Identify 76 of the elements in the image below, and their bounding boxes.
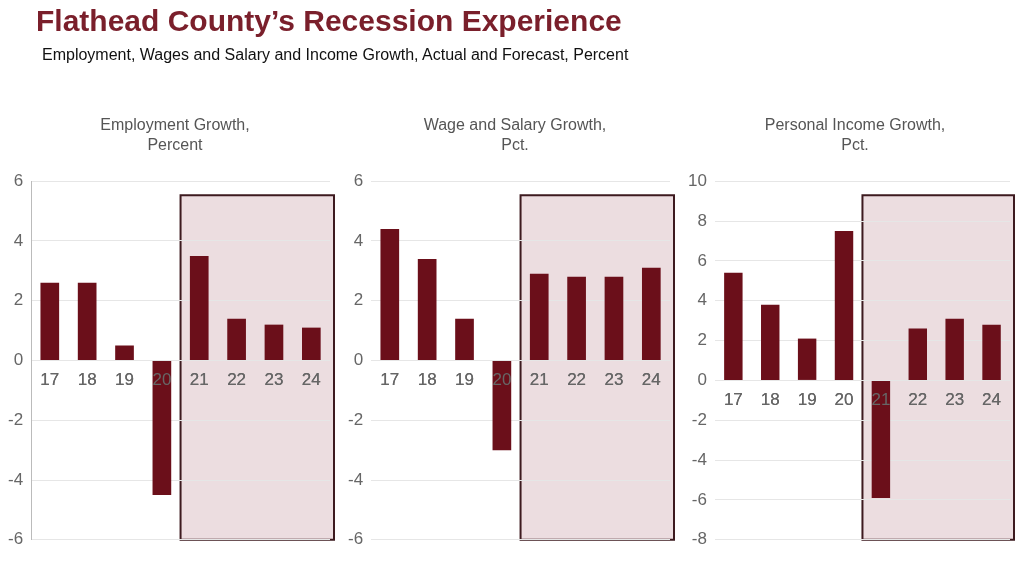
bar — [761, 304, 780, 380]
bar — [189, 255, 209, 360]
bar — [417, 258, 437, 360]
y-tick-label: 2 — [697, 330, 707, 350]
y-tick-label: 4 — [353, 230, 364, 250]
x-tick-label: 19 — [797, 390, 817, 410]
y-tick-label: 4 — [697, 290, 707, 310]
y-tick-label: -4 — [691, 449, 707, 469]
y-tick-label: -2 — [691, 409, 707, 429]
bar — [797, 338, 817, 380]
y-tick-label: 2 — [353, 290, 364, 310]
x-tick-label: 23 — [945, 390, 965, 410]
bar — [834, 231, 854, 380]
y-tick-label: -2 — [7, 409, 24, 429]
bar — [77, 282, 97, 360]
x-tick-label: 24 — [982, 390, 1002, 410]
y-tick-label: 0 — [697, 370, 707, 390]
chart-title: Wage and Salary Growth, Pct. — [422, 115, 608, 155]
y-tick-label: -6 — [347, 529, 364, 549]
x-tick-label: 21 — [871, 390, 891, 410]
x-tick-label: 19 — [115, 370, 134, 390]
x-tick-label: 23 — [264, 370, 284, 390]
x-tick-label: 17 — [380, 370, 400, 390]
y-tick-label: 6 — [13, 170, 24, 190]
x-tick-label: 20 — [834, 390, 854, 410]
x-tick-label: 17 — [723, 390, 743, 410]
chart-title: Employment Growth, Percent — [99, 115, 251, 155]
bar — [529, 273, 549, 360]
x-tick-label: 21 — [529, 370, 549, 390]
y-tick-label: 4 — [13, 230, 24, 250]
y-tick-label: 10 — [687, 170, 707, 190]
y-tick-label: -2 — [347, 409, 364, 429]
text: Employment, Wages and Salary and Income Growth, Actual and Forecast, Percent — [42, 46, 629, 64]
x-tick-label: 21 — [189, 370, 209, 390]
bar — [227, 318, 246, 360]
x-tick-label: 18 — [77, 370, 97, 390]
chart-title: Personal Income Growth, Pct. — [763, 115, 947, 155]
y-tick-label: -8 — [691, 529, 707, 549]
x-tick-label: 24 — [301, 370, 321, 390]
x-tick-label: 22 — [567, 370, 587, 390]
y-tick-label: -6 — [7, 529, 24, 549]
x-tick-label: 18 — [760, 390, 780, 410]
bar — [982, 324, 1001, 380]
y-tick-label: 0 — [353, 350, 364, 370]
bar — [604, 276, 624, 360]
x-tick-label: 20 — [492, 370, 512, 390]
x-tick-label: 23 — [604, 370, 624, 390]
bar — [641, 267, 661, 360]
x-tick-label: 20 — [152, 370, 172, 390]
bar — [908, 328, 928, 380]
bar — [264, 324, 284, 360]
x-tick-label: 22 — [908, 390, 928, 410]
x-tick-label: 24 — [641, 370, 661, 390]
y-tick-label: -6 — [691, 489, 707, 509]
bar — [115, 345, 134, 360]
y-tick-label: -4 — [347, 469, 364, 489]
bar — [724, 272, 743, 380]
bar — [567, 276, 586, 360]
text: Flathead County’s Recession Experience — [36, 4, 623, 38]
y-tick-label: 8 — [697, 210, 707, 230]
y-tick-label: -4 — [7, 469, 24, 489]
x-tick-label: 19 — [455, 370, 474, 390]
y-tick-label: 2 — [13, 290, 24, 310]
bar — [380, 229, 400, 360]
y-tick-label: 6 — [353, 170, 364, 190]
x-tick-label: 22 — [227, 370, 247, 390]
x-tick-label: 17 — [40, 370, 60, 390]
y-tick-label: 6 — [697, 250, 707, 270]
x-tick-label: 18 — [417, 370, 437, 390]
bar — [455, 318, 474, 360]
bar — [871, 380, 891, 498]
bar — [945, 318, 964, 380]
bar — [152, 361, 172, 495]
bar — [301, 327, 321, 360]
bar — [40, 282, 60, 360]
y-tick-label: 0 — [13, 350, 24, 370]
